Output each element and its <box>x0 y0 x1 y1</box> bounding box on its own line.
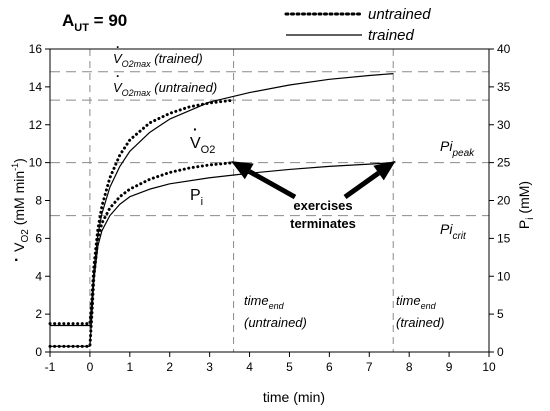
y-right-tick-label: 35 <box>497 80 511 94</box>
annotation-time-end-trained: timeend <box>396 293 437 311</box>
y-left-tick-label: 6 <box>35 231 42 245</box>
y-left-tick-label: 8 <box>35 194 42 208</box>
x-tick-label: 7 <box>366 360 373 374</box>
y-left-tick-label: 16 <box>29 42 43 56</box>
y-axis-left-title-dot: · <box>14 252 19 269</box>
annotation-time-end-untrained: timeend <box>244 293 285 311</box>
y-left-tick-label: 12 <box>29 118 43 132</box>
y-right-tick-label: 20 <box>497 194 511 208</box>
y-right-tick-label: 10 <box>497 269 511 283</box>
arrows <box>230 160 396 200</box>
y-right-tick-label: 0 <box>497 345 504 359</box>
x-tick-label: 0 <box>87 360 94 374</box>
dot-vo2max-trained: · <box>116 40 120 54</box>
arrow-shaft-1 <box>343 171 381 200</box>
y-right-tick-label: 30 <box>497 118 511 132</box>
x-tick-label: 2 <box>166 360 173 374</box>
series-untrained-Pi <box>48 161 236 348</box>
x-tick-label: 5 <box>286 360 293 374</box>
reference-lines <box>50 49 489 352</box>
title-suffix: = 90 <box>89 11 127 30</box>
title-sub: UT <box>74 22 89 34</box>
annotation-pi-curve: Pi <box>190 187 203 208</box>
annotation-exercises-line1: exercises <box>293 198 352 213</box>
y-left-tick-label: 10 <box>29 156 43 170</box>
annotation-time-end-untrained-line2: (untrained) <box>244 315 307 330</box>
y-left-tick-label: 4 <box>35 269 42 283</box>
arrow-head-0 <box>230 161 254 180</box>
y-right-tick-label: 15 <box>497 231 511 245</box>
x-tick-label: 10 <box>482 360 496 374</box>
y-left-tick-label: 2 <box>35 307 42 321</box>
legend-trained-label: trained <box>368 27 415 44</box>
y-right-tick-label: 40 <box>497 42 511 56</box>
annotation-time-end-trained-line2: (trained) <box>396 315 444 330</box>
y-right-tick-label: 25 <box>497 156 511 170</box>
series-lines <box>48 73 394 348</box>
x-tick-label: 4 <box>246 360 253 374</box>
title-prefix: A <box>62 11 74 30</box>
ticks: -1 0 1 2 3 4 5 6 7 8 9 1002468101214160510152025303… <box>29 42 511 374</box>
y-axis-left-title-group: VO2 (mM min-1) <box>10 158 31 252</box>
y-axis-right-title-group: Pi (mM) <box>516 181 536 229</box>
annotation-vo2max-untrained: VO2max (untrained) <box>113 80 217 98</box>
arrow-shaft-0 <box>248 169 297 200</box>
y-left-tick-label: 14 <box>29 80 43 94</box>
dot-vo2max-untrained: · <box>116 69 120 83</box>
series-untrained-VO2 <box>48 98 236 326</box>
x-tick-label: 6 <box>326 360 333 374</box>
x-axis-title: time (min) <box>263 389 325 405</box>
x-tick-label: -1 <box>45 360 56 374</box>
x-tick-label: 9 <box>446 360 453 374</box>
series-trained-Pi <box>50 162 394 347</box>
chart-title: AUT = 90 <box>62 11 127 34</box>
annotation-pi-peak: Pipeak <box>440 138 475 159</box>
annotation-exercises-line2: terminates <box>290 216 356 231</box>
legend-untrained-label: untrained <box>368 6 431 23</box>
x-tick-label: 3 <box>206 360 213 374</box>
x-tick-label: 1 <box>126 360 133 374</box>
annotation-vo2-curve: VO2 <box>190 135 215 156</box>
y-axis-right-title: Pi (mM) <box>516 181 536 229</box>
annotation-pi-crit: Picrit <box>440 221 467 242</box>
y-left-tick-label: 0 <box>35 345 42 359</box>
y-right-tick-label: 5 <box>497 307 504 321</box>
x-tick-label: 8 <box>406 360 413 374</box>
annotation-vo2max-trained: VO2max (trained) <box>113 51 203 69</box>
dot-vo2-curve: · <box>193 121 198 137</box>
labels: AUT = 90 untrained trained VO2 (mM min-1… <box>10 6 536 405</box>
y-axis-left-title: VO2 (mM min-1) <box>10 158 31 252</box>
arrow-head-1 <box>373 160 396 181</box>
